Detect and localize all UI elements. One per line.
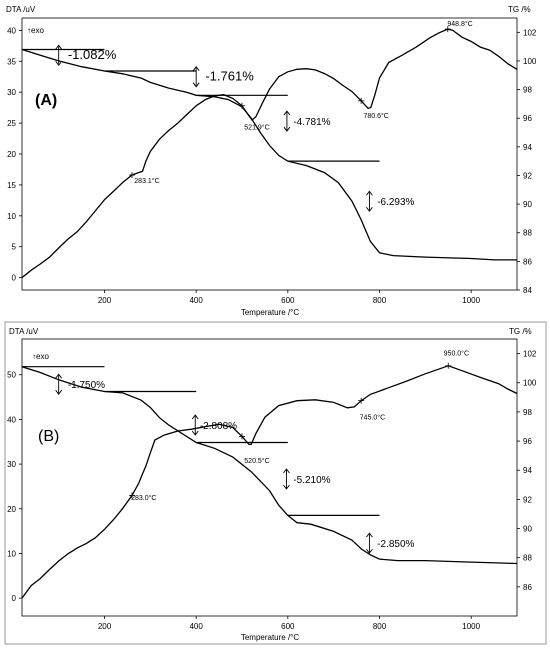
panel-b-x-tick-label: 200 (98, 622, 112, 631)
panel-a-y-right-tick-label: 90 (523, 200, 532, 209)
panel-b-mass-loss-label: -1.750% (68, 380, 105, 391)
panel-a-mass-loss-arrow-head (366, 190, 373, 196)
panel-b-chart: DTA /uV TG /% ↑exo (B) Temperature /°C 2… (7, 327, 537, 642)
panel-a-exo-label: ↑exo (27, 26, 44, 35)
panel-a-label: (A) (35, 92, 57, 109)
panel-a-x-tick-label: 1000 (462, 296, 480, 305)
panel-b-y-right-tick-label: 94 (523, 466, 532, 475)
panel-b-y-left-tick-label: 0 (12, 594, 17, 603)
panel-b-peak-label: 283.0°C (131, 494, 156, 502)
panel-a-y-left-tick-label: 15 (7, 181, 16, 190)
panel-b-plot-frame (21, 338, 518, 617)
panel-a-chart: DTA /uV TG /% ↑exo (A) Temperature /°C 2… (6, 5, 537, 317)
panel-a-mass-loss-arrow-head (366, 206, 373, 212)
panel-b-y-right-tick-label: 100 (523, 379, 537, 388)
panel-b-border (4, 321, 547, 645)
panel-a-peak-label: 948.8°C (447, 20, 472, 28)
panel-a-x-tick-label: 600 (281, 296, 295, 305)
panel-b-y-left-tick-label: 20 (7, 505, 16, 514)
panel-a-mass-loss-label: -1.082% (68, 47, 117, 62)
panel-a-y-left-tick-label: 0 (12, 274, 17, 283)
panel-a-y-left-tick-label: 35 (7, 57, 16, 66)
panel-b-dta-curve (21, 365, 518, 599)
panel-b-right-axis-label: TG /% (509, 327, 532, 336)
panel-b-x-tick-label: 1000 (462, 622, 480, 631)
panel-b-y-right-tick-label: 88 (523, 554, 532, 563)
panel-b-y-right-tick-label: 92 (523, 495, 532, 504)
panel-a-y-right-tick-label: 98 (523, 86, 532, 95)
panel-a-x-tick-label: 400 (189, 296, 203, 305)
panel-b-exo-label: ↑exo (32, 352, 49, 361)
panel-a-mass-loss-label: -1.761% (205, 69, 254, 84)
panel-b-mass-loss-label: -2.850% (377, 539, 414, 550)
panel-b-y-left-tick-label: 30 (7, 460, 16, 469)
panel-a-y-right-tick-label: 96 (523, 114, 532, 123)
panel-b-y-right-tick-label: 98 (523, 408, 532, 417)
panel-a-dta-curve (21, 28, 518, 279)
panel-a-y-right-tick-label: 88 (523, 229, 532, 238)
panel-a-tg-curve (21, 48, 517, 261)
panel-b-label: (B) (38, 428, 59, 445)
panel-b-mass-loss-arrow-head (55, 373, 63, 379)
panel-b-mass-loss-arrow-head (191, 430, 199, 436)
panel-b-mass-loss-label: -2.808% (200, 421, 237, 432)
panel-a-y-left-tick-label: 40 (7, 26, 16, 35)
panel-b-x-tick-label: 400 (189, 622, 203, 631)
panel-b-y-right-tick-label: 86 (523, 583, 532, 592)
panel-a-y-left-tick-label: 25 (7, 119, 16, 128)
panel-a-y-left-tick-label: 10 (7, 212, 16, 221)
panel-a-peak-label: 521.9°C (244, 123, 269, 131)
panel-a-y-left-tick-label: 20 (7, 150, 16, 159)
panel-b-y-right-tick-label: 102 (523, 350, 537, 359)
panel-a-y-left-tick-label: 30 (7, 88, 16, 97)
panel-a-x-tick-label: 200 (98, 296, 112, 305)
panel-a-mass-loss-arrow-head (192, 65, 200, 71)
panel-a-y-right-tick-label: 86 (523, 257, 532, 266)
panel-b-y-left-tick-label: 50 (7, 371, 16, 380)
panel-a-right-axis-label: TG /% (508, 5, 531, 14)
panel-b-tg-curve (21, 366, 518, 565)
panel-a-mass-loss-arrow-head (192, 82, 200, 88)
panel-a-mass-loss-label: -4.781% (293, 117, 330, 128)
panel-a-y-right-tick-label: 92 (523, 171, 532, 180)
panel-a-x-tick-label: 800 (373, 296, 387, 305)
panel-a-mass-loss-arrow-head (283, 126, 291, 132)
panel-b-mass-loss-arrow-head (366, 532, 373, 538)
panel-b-mass-loss-arrow-head (283, 484, 290, 490)
panel-b-y-left-tick-label: 10 (7, 549, 16, 558)
panel-b-mass-loss-arrow-head (283, 468, 290, 474)
panel-b-mass-loss-arrow-head (366, 548, 373, 554)
panel-a-y-right-tick-label: 100 (523, 57, 537, 66)
panel-b-peak-label: 950.0°C (444, 350, 469, 358)
panel-a-mass-loss-arrow-head (283, 110, 291, 116)
panel-b-left-axis-label: DTA /uV (9, 327, 39, 336)
panel-b-peak-label: 745.0°C (360, 413, 385, 421)
panel-a-peak-label: 283.1°C (134, 177, 159, 185)
panel-b-x-axis-label: Temperature /°C (241, 633, 300, 642)
panel-a-y-right-tick-label: 84 (523, 286, 532, 295)
panel-a-y-left-tick-label: 5 (12, 243, 17, 252)
panel-a-mass-loss-arrow-head (55, 44, 63, 50)
panel-b-y-right-tick-label: 96 (523, 437, 532, 446)
panel-a-x-axis-label: Temperature /°C (241, 308, 300, 317)
panel-b-mass-loss-label: -5.210% (293, 475, 330, 486)
panel-b-mass-loss-arrow-head (191, 414, 199, 420)
panel-b-y-right-tick-label: 90 (523, 525, 532, 534)
panel-b-x-tick-label: 800 (373, 622, 387, 631)
panel-a-mass-loss-arrow-head (55, 60, 63, 66)
panel-a-mass-loss-label: -6.293% (377, 197, 414, 208)
panel-a-y-right-tick-label: 102 (523, 28, 537, 37)
panel-a-left-axis-label: DTA /uV (6, 5, 36, 14)
panel-b-x-tick-label: 600 (281, 622, 295, 631)
panel-b-mass-loss-arrow-head (55, 389, 63, 395)
panel-a-peak-label: 780.6°C (363, 112, 388, 120)
panel-b-peak-label: 520.5°C (244, 457, 269, 465)
panel-a-y-right-tick-label: 94 (523, 143, 532, 152)
panel-b-y-left-tick-label: 40 (7, 415, 16, 424)
